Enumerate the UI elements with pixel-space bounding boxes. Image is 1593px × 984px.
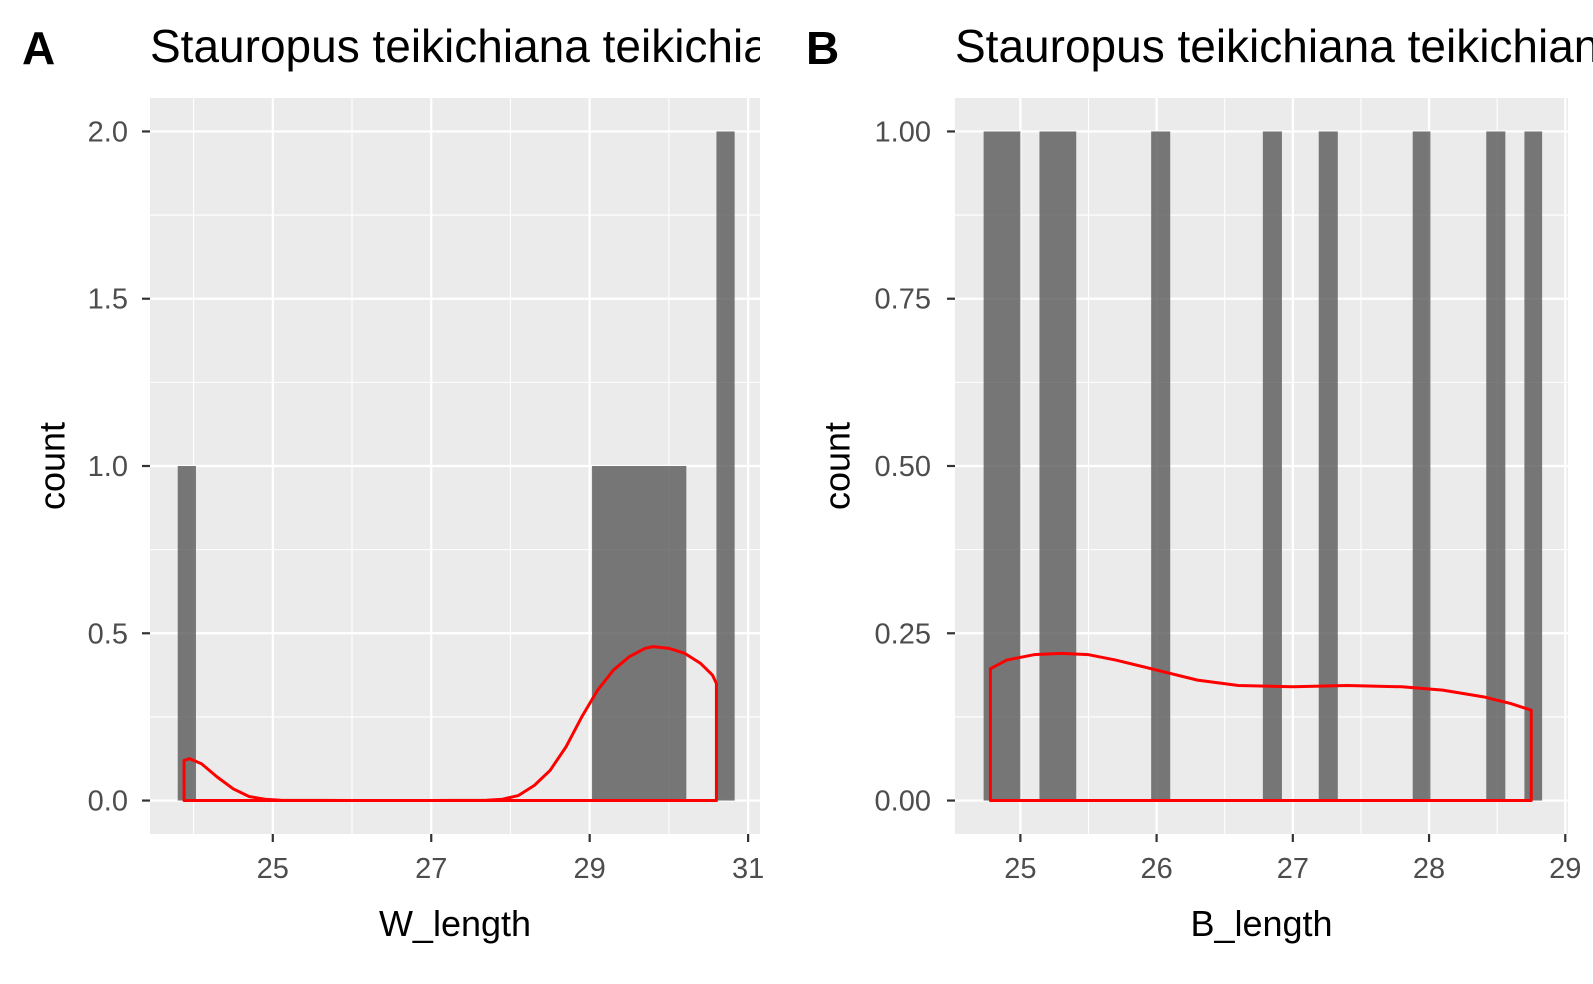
panel-a-x-axis-label: W_length [379, 903, 531, 944]
panel-b-bar [1151, 131, 1171, 801]
panel-b-x-tick-label: 25 [1004, 853, 1036, 885]
panel-b-x-tick-label: 29 [1549, 853, 1581, 885]
panel-a-bar [716, 131, 735, 801]
panel-b: B Stauropus teikichiana teikichiana 0.00… [806, 20, 1593, 944]
panel-b-y-tick-label: 0.00 [875, 786, 931, 818]
panel-b-x-tick-label: 28 [1413, 853, 1445, 885]
panel-a-y-tick-label: 0.5 [88, 618, 128, 650]
panel-a-title: Stauropus teikichiana teikichiana [150, 20, 820, 72]
panel-b-bar [1262, 131, 1282, 801]
panel-b-title: Stauropus teikichiana teikichiana [955, 20, 1593, 72]
panel-b-y-tick-label: 0.25 [875, 618, 931, 650]
panel-a-tag: A [22, 22, 55, 74]
panel-b-bar [1524, 131, 1543, 801]
panel-b-bar [1486, 131, 1506, 801]
panel-a-bar [177, 466, 196, 801]
panel-b-x-tick-label: 26 [1140, 853, 1172, 885]
panel-b-x-axis-label: B_length [1190, 903, 1332, 944]
panel-a-y-tick-label: 1.0 [88, 451, 128, 483]
panel-b-y-axis-label: count [817, 422, 858, 510]
panel-a-y-tick-label: 0.0 [88, 786, 128, 818]
panel-b-bar [1412, 131, 1431, 801]
panel-a-x-tick-label: 31 [732, 853, 764, 885]
panel-a-y-tick-label: 1.5 [88, 284, 128, 316]
panel-a-x-tick-label: 25 [257, 853, 289, 885]
panel-b-y-tick-label: 0.75 [875, 284, 931, 316]
panel-a: A Stauropus teikichiana teikichiana 0.0 0… [22, 20, 820, 944]
panel-b-y-tick-label: 1.00 [875, 116, 931, 148]
panel-a-bar [592, 466, 687, 801]
panel-a-y-axis-label: count [32, 422, 73, 510]
panel-a-x-tick-label: 27 [415, 853, 447, 885]
panel-a-x-tick-label: 29 [574, 853, 606, 885]
panel-b-bar [1318, 131, 1338, 801]
panel-a-y-tick-label: 2.0 [88, 116, 128, 148]
panel-a-density-curve [182, 645, 718, 803]
panel-b-tag: B [806, 22, 839, 74]
panel-b-x-tick-label: 27 [1277, 853, 1309, 885]
panel-b-density-curve [988, 651, 1533, 803]
panel-b-y-tick-label: 0.50 [875, 451, 931, 483]
panel-b-bar [1039, 131, 1077, 801]
